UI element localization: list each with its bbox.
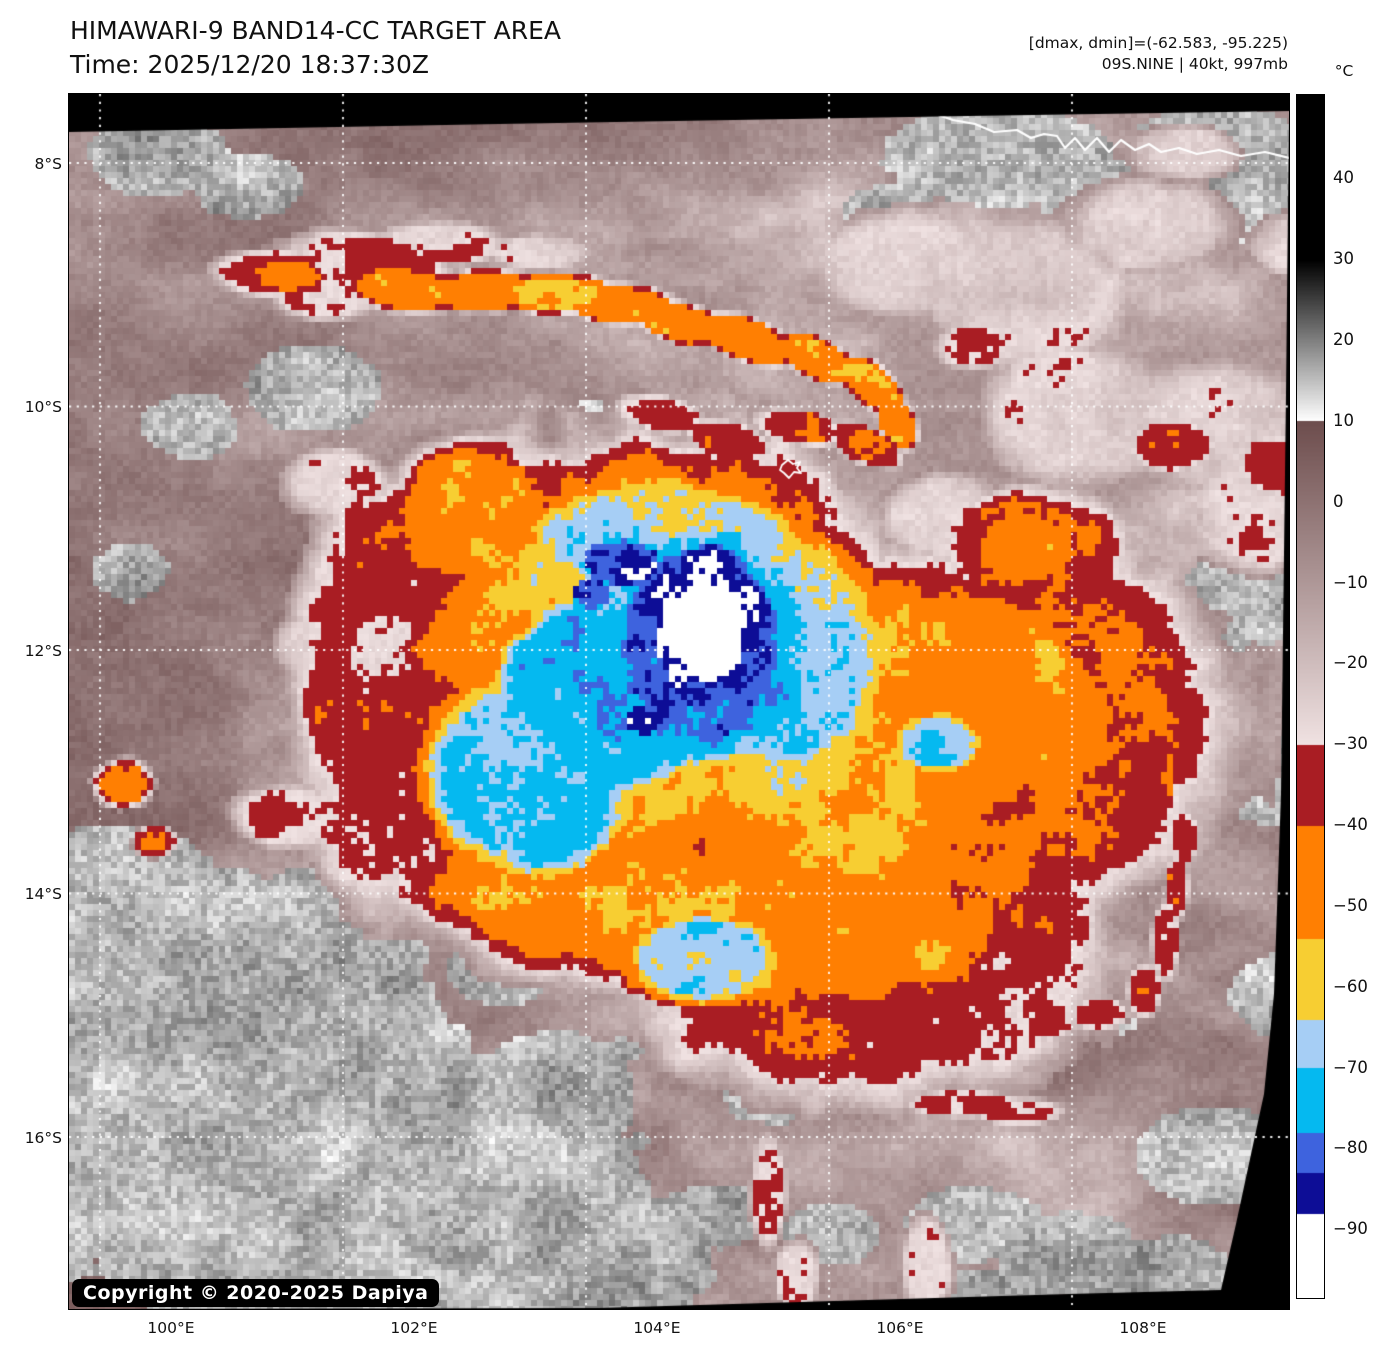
longitude-tick-label: 104°E (633, 1319, 681, 1337)
latitude-tick-label: 8°S (34, 155, 62, 173)
longitude-tick-label: 100°E (147, 1319, 195, 1337)
colorbar-tick-label: 10 (1333, 410, 1354, 430)
colorbar-tick-label: −50 (1333, 895, 1368, 915)
colorbar-tick-label: 40 (1333, 168, 1354, 188)
longitude-tick-label: 106°E (876, 1319, 924, 1337)
colorbar-tick-label: 0 (1333, 491, 1344, 511)
colorbar-tick-label: −20 (1333, 653, 1368, 673)
map-frame (68, 93, 1291, 1311)
title-block: HIMAWARI-9 BAND14-CC TARGET AREA Time: 2… (70, 14, 561, 82)
colorbar-tick-label: −90 (1333, 1219, 1368, 1239)
colorbar-tick-label: −40 (1333, 815, 1368, 835)
colorbar-tick-label: −10 (1333, 572, 1368, 592)
colorbar-tick-label: −70 (1333, 1057, 1368, 1077)
latitude-tick-label: 14°S (24, 885, 62, 903)
colorbar-tick-label: 30 (1333, 249, 1354, 269)
latitude-tick-label: 16°S (24, 1129, 62, 1147)
copyright-badge: Copyright © 2020-2025 Dapiya (72, 1279, 440, 1307)
latitude-tick-label: 12°S (24, 642, 62, 660)
dmax-dmin-readout: [dmax, dmin]=(-62.583, -95.225) (1028, 34, 1288, 52)
product-timestamp: Time: 2025/12/20 18:37:30Z (70, 50, 429, 79)
colorbar-unit-label: °C (1334, 62, 1354, 80)
product-title: HIMAWARI-9 BAND14-CC TARGET AREA (70, 16, 562, 45)
longitude-tick-label: 102°E (390, 1319, 438, 1337)
longitude-tick-label: 108°E (1119, 1319, 1167, 1337)
colorbar-tick-label: 20 (1333, 329, 1354, 349)
colorbar-canvas (1296, 94, 1324, 1298)
storm-id-intensity: 09S.NINE | 40kt, 997mb (1101, 55, 1288, 73)
colorbar-tick-label: −30 (1333, 734, 1368, 754)
latitude-tick-label: 10°S (24, 398, 62, 416)
colorbar-frame (1295, 93, 1325, 1299)
colorbar-tick-label: −60 (1333, 976, 1368, 996)
satellite-map-canvas (69, 94, 1290, 1310)
info-block: [dmax, dmin]=(-62.583, -95.225) 09S.NINE… (1029, 33, 1288, 75)
colorbar-tick-label: −80 (1333, 1138, 1368, 1158)
